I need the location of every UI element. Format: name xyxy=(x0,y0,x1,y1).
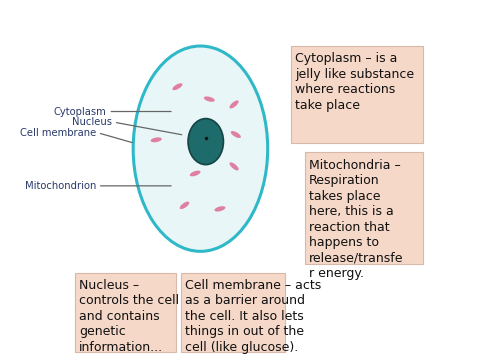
Ellipse shape xyxy=(231,131,241,138)
FancyBboxPatch shape xyxy=(75,273,176,352)
Ellipse shape xyxy=(190,171,200,176)
Text: Cell membrane: Cell membrane xyxy=(20,128,96,138)
Ellipse shape xyxy=(180,201,190,209)
Text: Cytoplasm: Cytoplasm xyxy=(54,107,106,116)
Text: Mitochondrion: Mitochondrion xyxy=(24,181,96,191)
Ellipse shape xyxy=(188,119,224,165)
Text: Mitochondria –
Respiration
takes place
here, this is a
reaction that
happens to
: Mitochondria – Respiration takes place h… xyxy=(309,159,404,280)
Ellipse shape xyxy=(172,83,182,90)
FancyBboxPatch shape xyxy=(305,152,424,264)
Text: Cytoplasm – is a
jelly like substance
where reactions
take place: Cytoplasm – is a jelly like substance wh… xyxy=(295,52,414,112)
FancyBboxPatch shape xyxy=(290,46,424,143)
Ellipse shape xyxy=(150,137,162,142)
Ellipse shape xyxy=(133,46,268,251)
Text: Nucleus –
controls the cell
and contains
genetic
information...: Nucleus – controls the cell and contains… xyxy=(79,279,179,354)
FancyBboxPatch shape xyxy=(181,273,286,352)
Ellipse shape xyxy=(214,206,226,212)
Text: Cell membrane – acts
as a barrier around
the cell. It also lets
things in out of: Cell membrane – acts as a barrier around… xyxy=(185,279,322,354)
Ellipse shape xyxy=(204,96,215,102)
Ellipse shape xyxy=(230,162,238,170)
Text: Nucleus: Nucleus xyxy=(72,117,112,127)
Ellipse shape xyxy=(230,101,238,108)
